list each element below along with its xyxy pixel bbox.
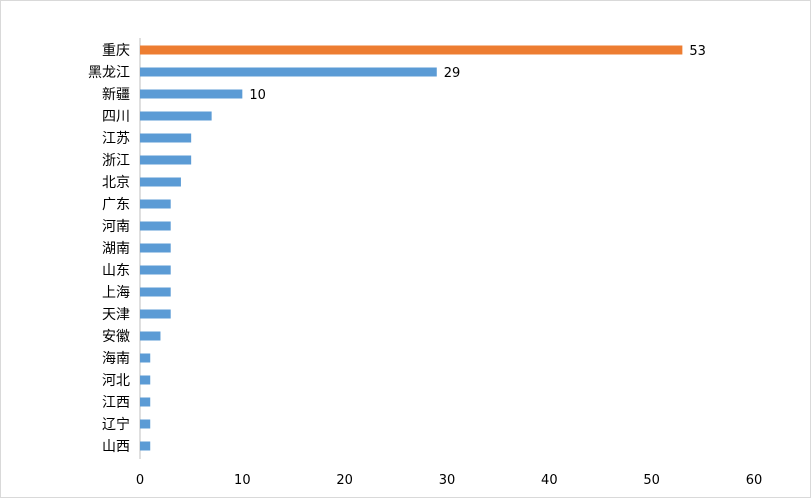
category-label: 山东 xyxy=(102,263,130,279)
category-label: 北京 xyxy=(102,175,130,191)
category-label: 重庆 xyxy=(102,43,130,59)
category-label: 辽宁 xyxy=(102,416,130,433)
x-tick-label: 0 xyxy=(136,473,144,488)
bar-15 xyxy=(140,375,151,385)
category-label: 天津 xyxy=(102,307,130,323)
data-label: 10 xyxy=(249,88,266,103)
bar-11 xyxy=(140,287,171,297)
bar-7 xyxy=(140,199,171,209)
data-label: 53 xyxy=(689,44,706,59)
bar-0 xyxy=(140,45,683,55)
category-label: 安徽 xyxy=(102,329,130,345)
category-label: 四川 xyxy=(102,109,130,125)
bar-1 xyxy=(140,67,437,77)
bar-12 xyxy=(140,309,171,319)
bar-18 xyxy=(140,441,151,451)
bar-17 xyxy=(140,419,151,429)
bar-16 xyxy=(140,397,151,407)
bar-6 xyxy=(140,177,181,187)
category-label: 黑龙江 xyxy=(88,65,130,81)
category-label: 海南 xyxy=(102,351,130,367)
bar-9 xyxy=(140,243,171,253)
category-label: 湖南 xyxy=(102,241,130,257)
x-tick-label: 30 xyxy=(439,473,456,488)
bar-10 xyxy=(140,265,171,275)
x-tick-label: 60 xyxy=(746,473,763,488)
category-label: 河北 xyxy=(102,373,130,389)
bar-8 xyxy=(140,221,171,231)
category-label: 广东 xyxy=(102,197,130,213)
bar-14 xyxy=(140,353,151,363)
category-label: 江西 xyxy=(102,395,130,411)
category-label: 上海 xyxy=(102,285,130,301)
bar-13 xyxy=(140,331,161,341)
x-tick-label: 50 xyxy=(643,473,660,488)
category-label: 河南 xyxy=(102,219,130,235)
category-label: 江苏 xyxy=(102,131,130,147)
bar-3 xyxy=(140,111,212,121)
x-tick-label: 20 xyxy=(336,473,353,488)
category-label: 山西 xyxy=(102,439,130,455)
category-label: 浙江 xyxy=(102,153,130,169)
bar-2 xyxy=(140,89,243,99)
data-label: 29 xyxy=(444,66,461,81)
category-label: 新疆 xyxy=(102,87,130,103)
x-tick-label: 40 xyxy=(541,473,558,488)
bar-5 xyxy=(140,155,192,165)
bar-4 xyxy=(140,133,192,143)
x-tick-label: 10 xyxy=(234,473,251,488)
